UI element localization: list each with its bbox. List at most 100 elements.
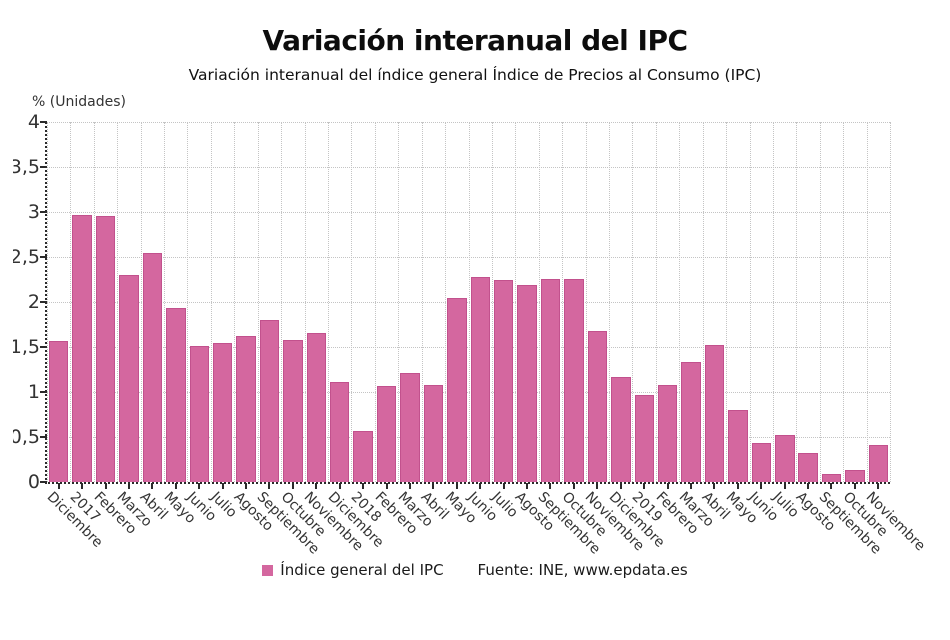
bar-julio-19[interactable]	[494, 279, 514, 482]
v-gridline	[632, 122, 634, 482]
bar-junio-18[interactable]	[470, 276, 491, 482]
v-gridline	[515, 122, 517, 482]
bar-slot	[117, 122, 140, 482]
bar-octubre-22[interactable]	[564, 278, 584, 482]
x-tick-mark	[291, 483, 294, 489]
y-tick-mark	[40, 166, 47, 168]
bar-julio-7[interactable]	[212, 342, 233, 482]
legend-swatch-icon	[262, 564, 274, 576]
bar-abril-4[interactable]	[142, 252, 163, 482]
bar-febrero-26[interactable]	[657, 384, 678, 482]
bar-marzo-3[interactable]	[119, 275, 139, 482]
x-tick-mark	[619, 483, 622, 489]
v-gridline	[398, 122, 400, 482]
legend: Índice general del IPC Fuente: INE, www.…	[0, 561, 950, 579]
y-tick-label: 0,5	[13, 426, 40, 448]
bar-septiembre-9[interactable]	[259, 320, 280, 482]
bar-diciembre-0[interactable]	[48, 340, 69, 482]
bar-febrero-2[interactable]	[95, 215, 116, 482]
bar-2018-13[interactable]	[353, 430, 373, 482]
bar-slot	[539, 122, 562, 482]
v-gridline	[304, 122, 306, 482]
bar-slot	[47, 122, 70, 482]
bar-febrero-14[interactable]	[376, 385, 397, 482]
x-tick-mark	[736, 483, 739, 489]
bar-slot	[422, 122, 445, 482]
bar-noviembre-35[interactable]	[868, 445, 889, 482]
bar-junio-6[interactable]	[189, 346, 209, 482]
x-tick-mark	[549, 483, 552, 489]
bar-mayo-29[interactable]	[728, 410, 748, 482]
bar-septiembre-33[interactable]	[821, 473, 842, 482]
bar-slot	[258, 122, 281, 482]
x-tick-mark	[385, 483, 388, 489]
bar-junio-30[interactable]	[751, 443, 772, 482]
bar-diciembre-12[interactable]	[330, 382, 350, 482]
bar-abril-16[interactable]	[423, 384, 444, 482]
bar-slot	[305, 122, 328, 482]
v-gridline	[327, 122, 329, 482]
v-gridline	[726, 122, 728, 482]
v-gridline	[562, 122, 564, 482]
bar-slot	[351, 122, 374, 482]
bar-slot	[492, 122, 515, 482]
y-tick-label: 2	[27, 291, 40, 313]
bar-slot	[586, 122, 609, 482]
bar-agosto-32[interactable]	[798, 453, 818, 482]
bar-slot	[633, 122, 656, 482]
x-tick-mark	[127, 483, 130, 489]
bar-slot	[797, 122, 820, 482]
bar-slot	[562, 122, 585, 482]
v-gridline	[445, 122, 447, 482]
bar-noviembre-23[interactable]	[587, 330, 608, 482]
bar-slot	[375, 122, 398, 482]
bar-slot	[679, 122, 702, 482]
y-tick-label: 3	[27, 201, 40, 223]
bar-2017-1[interactable]	[72, 214, 92, 482]
bar-slot	[609, 122, 632, 482]
bar-octubre-34[interactable]	[845, 470, 865, 482]
y-tick-mark	[40, 211, 47, 213]
bar-slot	[281, 122, 304, 482]
bar-mayo-17[interactable]	[447, 297, 467, 482]
bar-marzo-15[interactable]	[400, 373, 420, 482]
bar-slot	[70, 122, 93, 482]
v-gridline	[164, 122, 166, 482]
bar-agosto-20[interactable]	[517, 284, 537, 482]
v-gridline	[468, 122, 470, 482]
bar-mayo-5[interactable]	[166, 308, 186, 482]
v-gridline	[843, 122, 845, 482]
bar-slot	[469, 122, 492, 482]
x-tick-mark	[526, 483, 529, 489]
bar-agosto-8[interactable]	[236, 336, 256, 482]
chart-title: Variación interanual del IPC	[262, 24, 688, 57]
bar-slot	[164, 122, 187, 482]
v-gridline	[866, 122, 868, 482]
v-gridline	[70, 122, 72, 482]
y-tick-mark	[40, 436, 47, 438]
v-gridline	[491, 122, 493, 482]
x-tick-mark	[338, 483, 341, 489]
bar-marzo-27[interactable]	[681, 362, 701, 482]
bar-octubre-10[interactable]	[283, 339, 303, 482]
y-tick-mark	[40, 256, 47, 258]
bar-julio-31[interactable]	[775, 435, 795, 482]
x-tick-mark	[174, 483, 177, 489]
y-tick-label: 3,5	[13, 156, 40, 178]
x-tick-mark	[502, 483, 505, 489]
x-tick-mark	[807, 483, 810, 489]
y-tick-mark	[40, 346, 47, 348]
bar-2019-25[interactable]	[634, 394, 654, 482]
bar-abril-28[interactable]	[704, 345, 725, 482]
bar-diciembre-24[interactable]	[611, 376, 631, 482]
v-gridline	[234, 122, 236, 482]
x-tick-mark	[853, 483, 856, 489]
bar-slot	[211, 122, 234, 482]
y-tick-mark	[40, 481, 47, 483]
legend-item-ipc[interactable]: Índice general del IPC	[262, 561, 444, 579]
x-tick-mark	[572, 483, 575, 489]
y-axis-unit-label: % (Unidades)	[32, 94, 126, 110]
bar-septiembre-21[interactable]	[540, 278, 561, 482]
bar-noviembre-11[interactable]	[306, 332, 327, 482]
bar-slot	[750, 122, 773, 482]
